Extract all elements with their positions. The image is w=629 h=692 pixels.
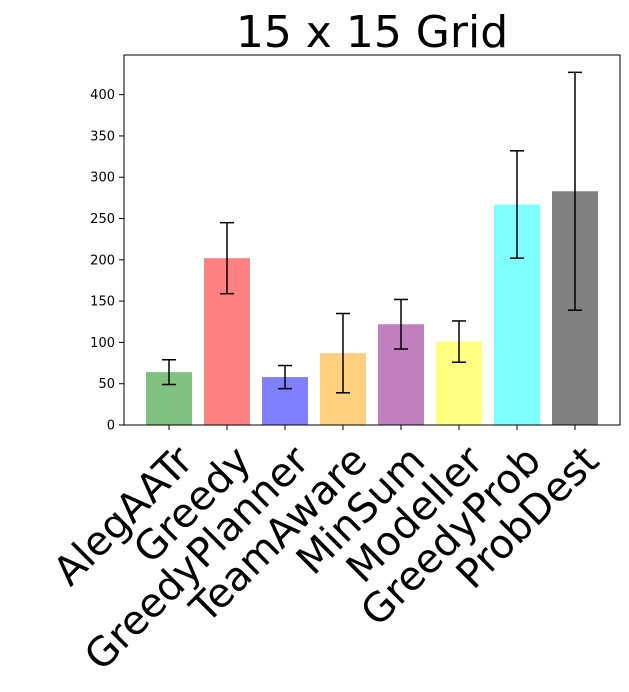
error-bar-greedyplanner xyxy=(278,364,292,390)
y-tick-label: 350 xyxy=(90,129,115,144)
error-bar-alegaatr xyxy=(162,359,176,386)
y-tick-label: 400 xyxy=(90,88,115,103)
y-tick-label: 100 xyxy=(90,336,115,351)
plot-frame xyxy=(123,54,621,426)
y-tick-label: 300 xyxy=(90,171,115,186)
bars-group xyxy=(146,191,598,425)
x-axis: AlegAATrGreedyGreedyPlannerTeamAwareMinS… xyxy=(45,425,608,680)
y-tick-label: 250 xyxy=(90,212,115,227)
error-bars-group xyxy=(162,71,582,394)
error-bar-greedyprob xyxy=(510,150,524,259)
y-tick-label: 200 xyxy=(90,253,115,268)
y-tick-label: 150 xyxy=(90,295,115,310)
chart-title: 15 x 15 Grid xyxy=(236,7,508,58)
y-tick-label: 0 xyxy=(107,419,115,434)
error-bar-teamaware xyxy=(336,312,350,394)
error-bar-greedy xyxy=(220,221,234,295)
y-axis: 0 50 100 150 200 250 300 350 400 xyxy=(90,88,124,434)
y-tick-label: 50 xyxy=(98,377,115,392)
error-bar-minsum xyxy=(394,298,408,350)
error-bar-modeller xyxy=(452,320,466,363)
error-bar-probdest xyxy=(568,71,582,311)
